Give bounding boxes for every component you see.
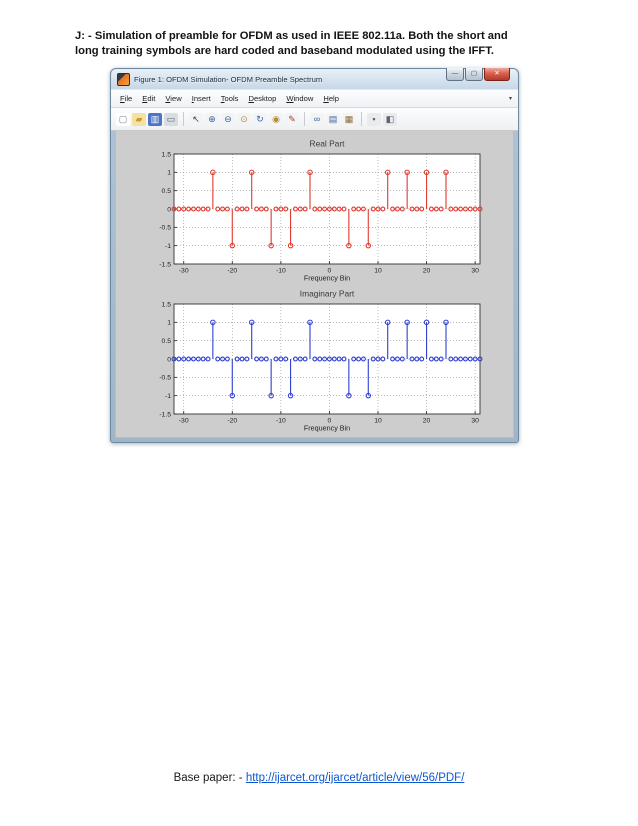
window-titlebar[interactable]: Figure 1: OFDM Simulation- OFDM Preamble… xyxy=(111,68,518,89)
rotate-3d-icon[interactable]: ↻ xyxy=(253,112,267,126)
data-cursor-icon[interactable]: ◉ xyxy=(269,112,283,126)
svg-text:30: 30 xyxy=(471,418,479,425)
svg-text:20: 20 xyxy=(423,268,431,275)
svg-text:-10: -10 xyxy=(276,418,286,425)
svg-text:0: 0 xyxy=(167,206,171,213)
svg-text:0: 0 xyxy=(167,356,171,363)
edit-plot-icon[interactable]: ↖ xyxy=(189,112,203,126)
menu-item-desktop[interactable]: Desktop xyxy=(248,94,277,103)
footer-label: Base paper: - xyxy=(173,772,246,784)
svg-text:1: 1 xyxy=(167,170,171,177)
page-heading: J: - Simulation of preamble for OFDM as … xyxy=(75,30,508,57)
window-controls: — ▢ ✕ xyxy=(445,68,510,81)
svg-text:1: 1 xyxy=(167,320,171,327)
svg-text:-20: -20 xyxy=(227,418,237,425)
zoom-in-icon[interactable]: ⊕ xyxy=(205,112,219,126)
svg-text:0.5: 0.5 xyxy=(162,188,172,195)
menu-item-file[interactable]: File xyxy=(120,94,133,103)
svg-text:20: 20 xyxy=(423,418,431,425)
footer: Base paper: - http://ijarcet.org/ijarcet… xyxy=(0,772,638,784)
show-plot-tools-icon[interactable]: ◧ xyxy=(383,112,397,126)
svg-text:-0.5: -0.5 xyxy=(159,225,171,232)
menu-item-insert[interactable]: Insert xyxy=(191,94,211,103)
menu-item-help[interactable]: Help xyxy=(323,94,339,103)
pan-icon[interactable]: ⊙ xyxy=(237,112,251,126)
insert-colorbar-icon[interactable]: ▤ xyxy=(326,112,340,126)
svg-text:30: 30 xyxy=(471,268,479,275)
svg-text:-30: -30 xyxy=(179,268,189,275)
svg-text:-20: -20 xyxy=(227,268,237,275)
svg-text:10: 10 xyxy=(374,268,382,275)
imaginary-part-chart[interactable]: -30 -20 -10 0 10 20 30 1.5 1 0.5 0 -0.5 -1 -1.5 Imagin… xyxy=(116,283,513,433)
svg-text:-1: -1 xyxy=(165,393,171,400)
menu-item-window[interactable]: Window xyxy=(286,94,314,103)
svg-text:-0.5: -0.5 xyxy=(159,375,171,382)
hide-plot-tools-icon[interactable]: ▪ xyxy=(367,112,381,126)
minimize-button[interactable]: — xyxy=(446,68,464,81)
toolbar-separator xyxy=(304,112,305,126)
toolbar-separator xyxy=(361,112,362,126)
svg-text:-1: -1 xyxy=(165,243,171,250)
svg-text:10: 10 xyxy=(374,418,382,425)
new-figure-icon[interactable]: ▢ xyxy=(116,112,130,126)
svg-text:0: 0 xyxy=(328,418,332,425)
window-title: Figure 1: OFDM Simulation- OFDM Preamble… xyxy=(134,74,323,84)
svg-text:-30: -30 xyxy=(179,418,189,425)
menu-item-tools[interactable]: Tools xyxy=(220,94,239,103)
brush-data-icon[interactable]: ✎ xyxy=(285,112,299,126)
svg-text:Frequency Bin: Frequency Bin xyxy=(304,424,350,433)
svg-text:-10: -10 xyxy=(276,268,286,275)
matlab-figure-icon xyxy=(117,72,130,86)
svg-text:-1.5: -1.5 xyxy=(159,411,171,418)
insert-legend-icon[interactable]: ▦ xyxy=(342,112,356,126)
real-part-chart[interactable]: -30 -20 -10 0 10 20 30 1.5 1 0.5 0 -0.5 -1 -1.5 Real P… xyxy=(116,133,513,283)
menu-item-view[interactable]: View xyxy=(165,94,182,103)
figure-toolbar: ▢ ▰ ▥ ▭ ↖ ⊕ ⊖ ⊙ ↻ ◉ ✎ ∞ ▤ ▦ ▪ ◧ xyxy=(111,108,518,131)
menubar: File Edit View Insert Tools Desktop Window Help… xyxy=(111,89,518,108)
svg-text:1.5: 1.5 xyxy=(162,301,172,308)
svg-text:Imaginary Part: Imaginary Part xyxy=(300,289,355,299)
svg-text:0.5: 0.5 xyxy=(162,338,172,345)
figure-canvas: -30 -20 -10 0 10 20 30 1.5 1 0.5 0 -0.5 -1 -1.5 Real P… xyxy=(115,131,514,438)
svg-text:Frequency Bin: Frequency Bin xyxy=(304,274,350,283)
base-paper-link[interactable]: http://ijarcet.org/ijarcet/article/view/… xyxy=(245,772,465,784)
menubar-overflow-arrow[interactable]: ▾ xyxy=(508,96,512,102)
close-button[interactable]: ✕ xyxy=(484,68,510,81)
print-figure-icon[interactable]: ▭ xyxy=(164,112,178,126)
toolbar-separator xyxy=(183,112,184,126)
svg-text:0: 0 xyxy=(328,268,332,275)
open-file-icon[interactable]: ▰ xyxy=(132,112,146,126)
svg-text:1.5: 1.5 xyxy=(162,151,172,158)
menu-item-edit[interactable]: Edit xyxy=(142,94,156,103)
matlab-figure-window: Figure 1: OFDM Simulation- OFDM Preamble… xyxy=(110,68,519,443)
link-plot-icon[interactable]: ∞ xyxy=(310,112,324,126)
svg-text:-1.5: -1.5 xyxy=(159,261,171,268)
maximize-button[interactable]: ▢ xyxy=(465,68,483,81)
svg-text:Real Part: Real Part xyxy=(310,139,346,149)
save-figure-icon[interactable]: ▥ xyxy=(148,112,162,126)
zoom-out-icon[interactable]: ⊖ xyxy=(221,112,235,126)
